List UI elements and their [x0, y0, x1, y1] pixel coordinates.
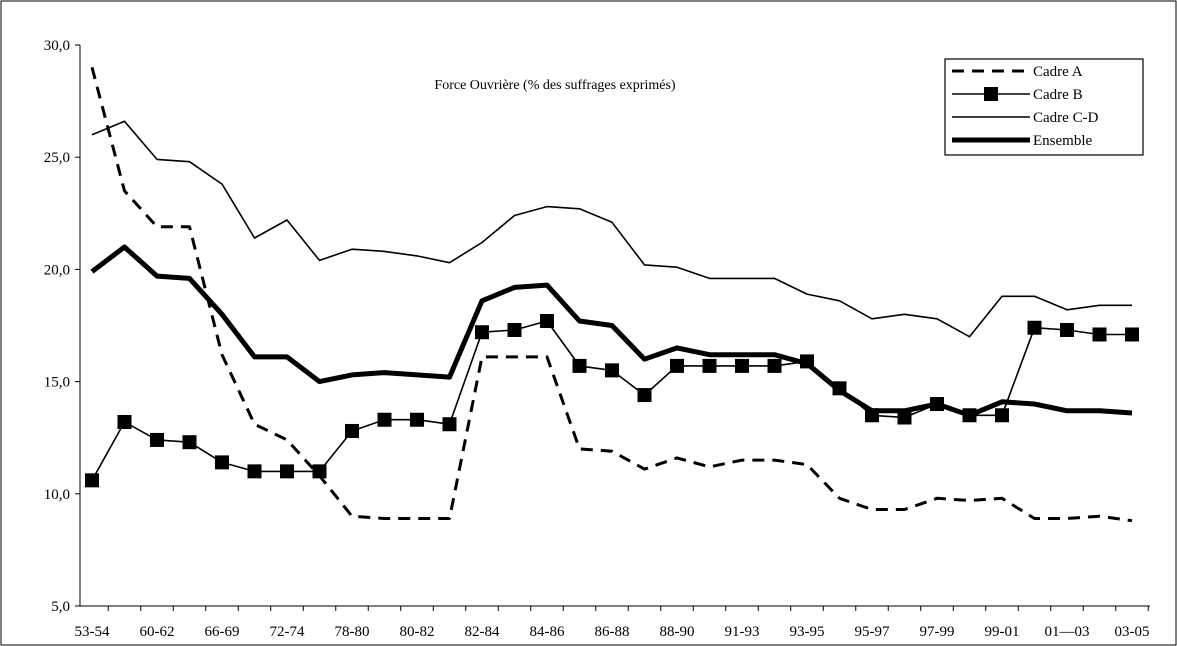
data-point — [117, 414, 132, 429]
data-point — [377, 412, 392, 427]
data-point — [1125, 327, 1139, 342]
data-point — [767, 358, 782, 373]
x-tick-label: 82-84 — [465, 624, 500, 640]
data-point — [345, 423, 359, 438]
x-tick-label: 78-80 — [335, 624, 370, 640]
x-tick-label: 91-93 — [725, 624, 760, 640]
data-point — [605, 363, 619, 378]
chart-title: Force Ouvrière (% des suffrages exprimés… — [434, 78, 675, 93]
data-point — [962, 408, 977, 423]
data-point — [702, 358, 717, 373]
data-point — [832, 381, 847, 396]
data-point — [280, 464, 294, 479]
x-tick-label: 03-05 — [1115, 624, 1150, 640]
data-point — [865, 408, 879, 423]
x-tick-label: 93-95 — [790, 624, 825, 640]
data-point — [637, 388, 652, 403]
x-tick-label: 53-54 — [75, 624, 110, 640]
x-tick-label: 88-90 — [660, 624, 695, 640]
series-layer — [90, 67, 1133, 523]
data-point — [442, 417, 457, 432]
y-tick-label: 10,0 — [44, 487, 70, 503]
y-tick-label: 25,0 — [44, 150, 70, 166]
x-tick-label: 86-88 — [595, 624, 630, 640]
y-tick-label: 15,0 — [44, 375, 70, 391]
data-point — [995, 408, 1009, 423]
data-point — [150, 432, 164, 447]
x-tick-label: 99-01 — [985, 624, 1020, 640]
y-tick-label: 5,0 — [51, 599, 70, 615]
x-tick-label: 66-69 — [205, 624, 240, 640]
data-point — [475, 325, 489, 340]
data-point — [1060, 322, 1074, 337]
legend-label: Cadre B — [1033, 87, 1083, 103]
x-tick-label: 97-99 — [920, 624, 955, 640]
data-point — [897, 410, 912, 425]
data-point — [540, 314, 554, 329]
x-tick-label: 95-97 — [855, 624, 890, 640]
data-point — [670, 358, 684, 373]
data-point — [930, 397, 944, 412]
data-point — [182, 435, 197, 450]
y-tick-label: 20,0 — [44, 262, 70, 278]
data-point — [85, 473, 99, 488]
series-line-ensemble — [90, 244, 1133, 418]
x-tick-label: 80-82 — [400, 624, 435, 640]
legend-marker — [984, 87, 998, 101]
data-point — [735, 358, 749, 373]
x-tick-label: 01—03 — [1045, 624, 1090, 640]
data-point — [800, 354, 814, 369]
series-line-cadre-c-d — [91, 120, 1132, 338]
legend: Cadre A Cadre B Cadre C-D Ensemble — [944, 58, 1144, 156]
markers-layer — [85, 314, 1139, 488]
x-tick-label: 72-74 — [270, 624, 305, 640]
legend-label: Cadre C-D — [1033, 110, 1099, 126]
axes: 5,0 10,0 15,0 20,0 25,0 30,0 53-54 60-62 66-69 72… — [44, 38, 1150, 640]
series-line-cadre-a — [90, 67, 1133, 523]
x-tick-label: 84-86 — [530, 624, 565, 640]
x-tick-label: 60-62 — [140, 624, 175, 640]
data-point — [215, 455, 229, 470]
y-tick-label: 30,0 — [44, 38, 70, 54]
data-point — [410, 412, 424, 427]
data-point — [312, 464, 327, 479]
data-point — [247, 464, 262, 479]
data-point — [1027, 320, 1042, 335]
legend-label: Ensemble — [1033, 133, 1092, 149]
legend-label: Cadre A — [1033, 64, 1083, 80]
data-point — [507, 322, 522, 337]
data-point — [1092, 327, 1107, 342]
data-point — [572, 358, 587, 373]
